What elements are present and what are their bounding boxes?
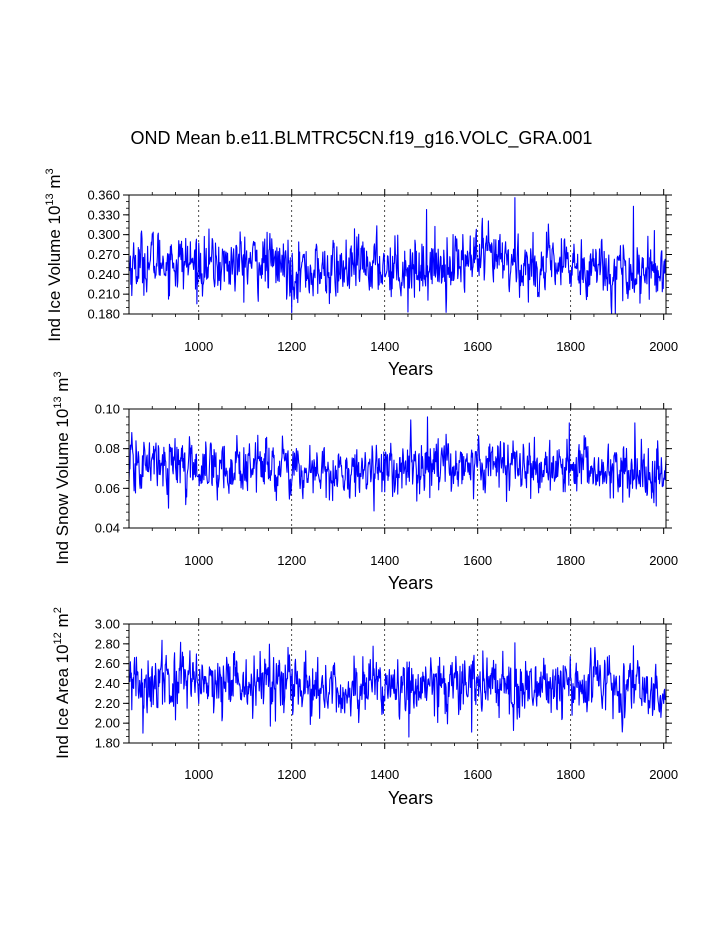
y-label-text: Ind Ice Volume 10 xyxy=(45,206,64,342)
y-label-units-exponent: 2 xyxy=(52,607,64,613)
series-line xyxy=(128,639,667,738)
x-tick-label: 1800 xyxy=(556,339,585,354)
y-label-exponent: 12 xyxy=(52,632,64,644)
y-axis-label: Ind Snow Volume 1013 m3 xyxy=(52,371,72,564)
y-axis-label: Ind Ice Volume 1013 m3 xyxy=(44,168,64,341)
series-line xyxy=(128,197,667,315)
y-label-text: Ind Snow Volume 10 xyxy=(53,409,72,565)
y-tick-label: 0.180 xyxy=(87,307,120,322)
x-tick-label: 1800 xyxy=(556,553,585,568)
y-tick-label: 0.06 xyxy=(95,481,120,496)
x-tick-label: 1200 xyxy=(277,339,306,354)
panel-2: 0.04 0.06 0.08 0.10 1000 1200 1400 1600 1800 2000… xyxy=(52,371,678,593)
x-tick-label: 1200 xyxy=(277,553,306,568)
y-label-exponent: 13 xyxy=(44,193,56,205)
plot-frame xyxy=(128,408,667,529)
y-tick-label: 0.330 xyxy=(87,207,120,222)
x-tick-label: 1200 xyxy=(277,767,306,782)
y-tick-label: 0.10 xyxy=(95,402,120,417)
y-label-units-exponent: 3 xyxy=(44,168,56,174)
x-tick-label: 2000 xyxy=(649,553,678,568)
figure-title: OND Mean b.e11.BLMTRC5CN.f19_g16.VOLC_GR… xyxy=(130,128,593,148)
x-tick-label: 1600 xyxy=(463,339,492,354)
y-tick-label: 0.04 xyxy=(95,521,120,536)
y-tick-label: 0.240 xyxy=(87,267,120,282)
x-tick-label: 1400 xyxy=(370,767,399,782)
y-tick-label: 2.00 xyxy=(95,716,120,731)
y-tick-label: 2.20 xyxy=(95,696,120,711)
x-tick-label: 1800 xyxy=(556,767,585,782)
y-tick-label: 3.00 xyxy=(95,617,120,632)
x-tick-label: 1000 xyxy=(184,767,213,782)
x-tick-label: 2000 xyxy=(649,339,678,354)
x-tick-label: 1400 xyxy=(370,553,399,568)
y-label-units-exponent: 3 xyxy=(52,371,64,377)
x-tick-label: 1000 xyxy=(184,553,213,568)
y-axis-label: Ind Ice Area 1012 m2 xyxy=(52,607,72,759)
y-tick-label: 2.60 xyxy=(95,656,120,671)
x-axis-label: Years xyxy=(388,788,433,808)
y-label-units: m xyxy=(45,174,64,188)
x-tick-label: 1600 xyxy=(463,767,492,782)
y-tick-label: 0.270 xyxy=(87,247,120,262)
x-tick-label: 2000 xyxy=(649,767,678,782)
y-label-units: m xyxy=(53,613,72,627)
x-axis-label: Years xyxy=(388,573,433,593)
y-tick-label: 2.80 xyxy=(95,636,120,651)
y-tick-label: 1.80 xyxy=(95,736,120,751)
y-label-text: Ind Ice Area 10 xyxy=(53,644,72,758)
y-tick-label: 2.40 xyxy=(95,676,120,691)
x-tick-label: 1000 xyxy=(184,339,213,354)
y-tick-label: 0.300 xyxy=(87,227,120,242)
panel-3: 1.80 2.00 2.20 2.40 2.60 2.80 3.00 1000 1200 1400… xyxy=(52,607,678,808)
x-tick-label: 1400 xyxy=(370,339,399,354)
y-label-exponent: 13 xyxy=(52,396,64,408)
x-tick-label: 1600 xyxy=(463,553,492,568)
y-tick-label: 0.360 xyxy=(87,188,120,203)
y-label-units: m xyxy=(53,378,72,392)
y-tick-label: 0.08 xyxy=(95,441,120,456)
series-line xyxy=(128,416,667,512)
panel-1: 0.180 0.210 0.240 0.270 0.300 0.330 0.360 1000 1… xyxy=(44,168,678,379)
x-axis-label: Years xyxy=(388,359,433,379)
y-tick-label: 0.210 xyxy=(87,287,120,302)
